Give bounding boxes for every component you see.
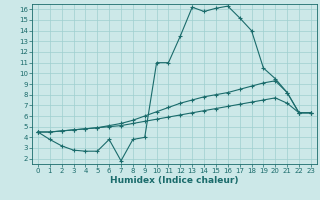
X-axis label: Humidex (Indice chaleur): Humidex (Indice chaleur) [110, 176, 239, 185]
